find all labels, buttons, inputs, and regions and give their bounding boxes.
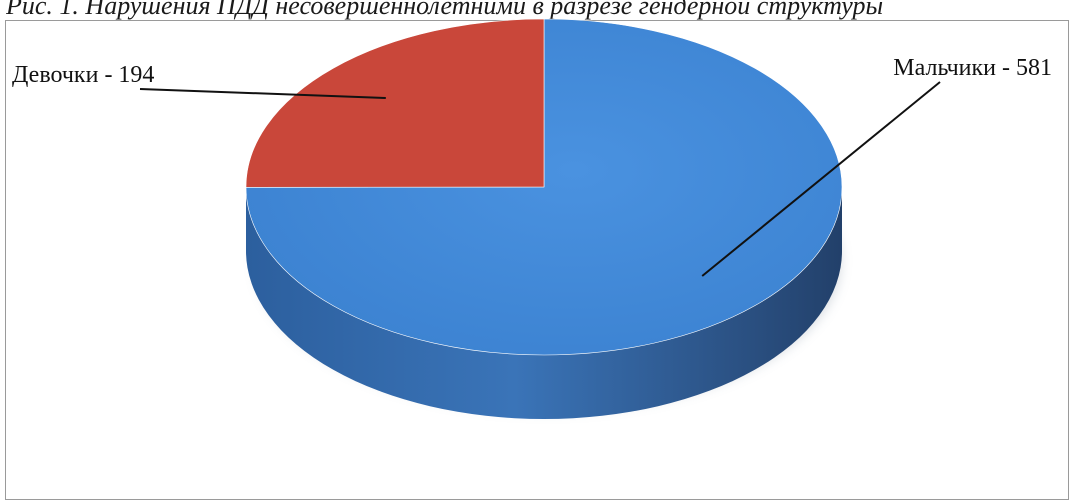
pie-side-wall: [246, 187, 842, 419]
leader-line-girls: [139, 88, 386, 99]
leader-line-boys: [701, 81, 941, 277]
data-label-girls: Девочки - 194: [12, 62, 154, 88]
pie-slice-boys: [245, 18, 843, 356]
figure-caption: Рис. 1. Нарушения ПДД несовершеннолетним…: [6, 0, 884, 20]
label-layer: Мальчики - 581 Девочки - 194: [12, 55, 1052, 277]
data-label-boys: Мальчики - 581: [893, 55, 1052, 81]
pie-slice-girls: [245, 18, 545, 188]
pie-layer: [245, 18, 843, 419]
